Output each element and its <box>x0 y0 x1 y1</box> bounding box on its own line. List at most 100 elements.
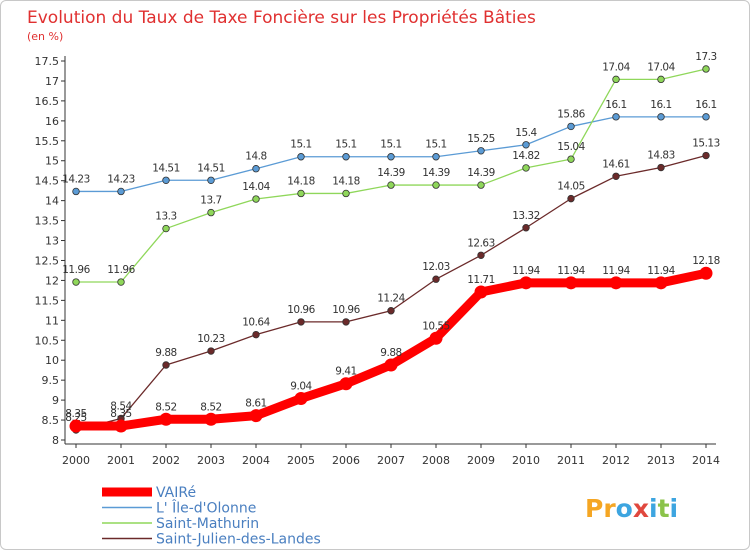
data-point <box>609 276 623 290</box>
data-label: 14.18 <box>332 175 360 187</box>
x-tick-label: 2000 <box>62 454 90 467</box>
data-label: 10.64 <box>242 317 270 329</box>
data-point <box>114 419 128 433</box>
data-point <box>207 347 215 355</box>
y-tick-label: 12.5 <box>35 254 60 267</box>
data-point <box>612 113 620 121</box>
data-label: 8.61 <box>245 398 266 410</box>
data-label: 9.88 <box>380 347 401 359</box>
data-point <box>162 176 170 184</box>
data-point <box>297 153 305 161</box>
data-point <box>432 153 440 161</box>
data-label: 13.32 <box>512 210 540 222</box>
data-point <box>702 151 710 160</box>
data-label: 15.86 <box>557 108 585 120</box>
data-point <box>297 318 305 326</box>
data-label: 11.96 <box>62 264 90 276</box>
x-tick-label: 2009 <box>467 454 495 467</box>
data-point <box>432 181 440 189</box>
data-point <box>72 278 80 286</box>
x-tick-label: 2012 <box>602 454 630 467</box>
data-label: 15.1 <box>380 139 401 151</box>
y-ticks: 8 8.5 9 9.5 10 10.5 11 11.5 12 12.5 13 13.5 14 14.5 15… <box>35 55 65 447</box>
data-label: 14.82 <box>512 150 540 162</box>
data-label: 14.05 <box>557 181 585 193</box>
data-point <box>432 275 440 283</box>
data-point <box>387 181 395 189</box>
data-point <box>519 276 533 290</box>
data-label: 11.24 <box>377 293 405 305</box>
y-tick-label: 15 <box>45 155 59 168</box>
data-label: 15.13 <box>692 138 720 150</box>
data-label: 8.54 <box>110 400 132 412</box>
data-label: 15.04 <box>557 141 585 153</box>
data-label: 14.61 <box>602 158 630 170</box>
data-point <box>429 331 443 345</box>
proxiti-logo: Proxiti <box>585 494 678 523</box>
x-tick-label: 2007 <box>377 454 405 467</box>
data-label: 8.35 <box>110 408 131 420</box>
data-point <box>384 358 398 372</box>
x-tick-label: 2005 <box>287 454 315 467</box>
data-label: 16.1 <box>605 99 626 111</box>
data-label: 16.1 <box>650 99 671 111</box>
y-tick-label: 10 <box>45 354 59 367</box>
x-tick-label: 2002 <box>152 454 180 467</box>
legend-label: VAIRé <box>156 485 196 501</box>
y-axis-unit-label: (en %) <box>27 30 63 43</box>
data-label: 9.41 <box>335 366 356 378</box>
data-point <box>702 113 710 121</box>
data-point <box>657 113 665 121</box>
data-point <box>342 318 350 326</box>
data-label: 10.55 <box>422 320 450 332</box>
data-label: 10.96 <box>287 304 315 316</box>
data-point <box>567 194 575 203</box>
data-point <box>474 285 488 299</box>
data-label: 15.1 <box>335 139 356 151</box>
data-point <box>252 165 260 173</box>
data-point <box>612 172 620 180</box>
y-tick-label: 17.5 <box>35 55 60 68</box>
y-tick-label: 9 <box>52 394 59 407</box>
data-label: 12.63 <box>467 237 495 249</box>
data-label: 14.23 <box>62 173 90 185</box>
data-point <box>162 224 170 233</box>
data-label: 8.25 <box>65 412 86 424</box>
x-tick-label: 2010 <box>512 454 540 467</box>
data-point <box>522 141 530 149</box>
y-tick-label: 17 <box>45 75 59 88</box>
x-ticks: 2000 2001 2002 2003 2004 2005 2006 2007 2008 2009… <box>62 444 720 467</box>
x-tick-label: 2008 <box>422 454 450 467</box>
data-point <box>249 409 263 423</box>
series-3: 8.25 8.54 9.88 10.23 10.64 10.96 10.96 11.24 12.… <box>65 138 720 434</box>
data-point <box>522 224 530 232</box>
series-1: 14.23 14.23 14.51 14.51 14.8 15.1 15.1 15.1 15.1… <box>62 99 717 196</box>
data-label: 14.18 <box>287 175 315 187</box>
data-point <box>117 187 125 196</box>
data-point <box>567 122 575 131</box>
data-label: 15.1 <box>290 139 311 151</box>
data-label: 14.39 <box>377 167 405 179</box>
data-point <box>252 330 260 339</box>
data-label: 14.04 <box>242 181 270 193</box>
logo-text: Proxiti <box>585 494 678 523</box>
legend-label: Saint-Mathurin <box>156 516 259 532</box>
y-tick-label: 11.5 <box>35 294 60 307</box>
data-label: 17.04 <box>602 61 630 73</box>
data-label: 15.4 <box>515 127 537 139</box>
data-label: 14.23 <box>107 173 135 185</box>
data-label: 17.04 <box>647 61 675 73</box>
data-point <box>477 147 485 155</box>
data-point <box>387 307 395 315</box>
y-tick-label: 16.5 <box>35 95 60 108</box>
data-point <box>339 377 353 391</box>
data-point <box>342 189 350 198</box>
data-label: 11.94 <box>602 265 630 277</box>
series-lines: 14.23 14.23 14.51 14.51 14.8 15.1 15.1 15.1 15.1… <box>62 51 720 434</box>
y-tick-label: 11 <box>45 314 59 327</box>
y-tick-label: 8.5 <box>42 414 60 427</box>
data-point <box>342 153 350 161</box>
